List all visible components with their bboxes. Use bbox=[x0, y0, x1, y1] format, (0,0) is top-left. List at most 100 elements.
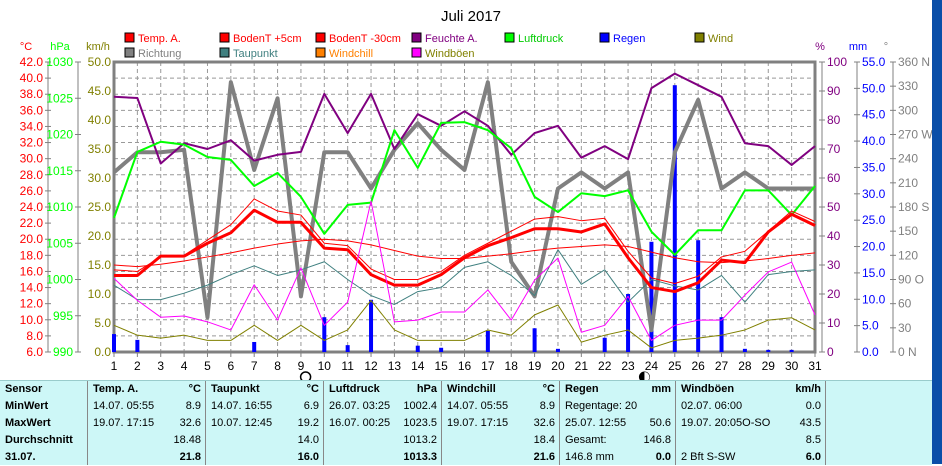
table-row: 18.4 bbox=[442, 432, 559, 449]
rain-tick-label: 30.0 bbox=[862, 187, 886, 201]
series-luftdruck bbox=[113, 121, 816, 256]
temp-tick-label: 38.0 bbox=[20, 87, 44, 101]
humidity-tick-label: 90 bbox=[827, 84, 841, 98]
column-unit: °C bbox=[188, 383, 201, 395]
pressure-tick-label: 1010 bbox=[46, 200, 73, 214]
rain-bar bbox=[485, 330, 490, 352]
pressure-tick-label: 1015 bbox=[46, 164, 73, 178]
table-row: 14.07. 16:55 6.9 bbox=[206, 398, 323, 415]
cell-value: 32.6 bbox=[533, 417, 555, 429]
column-title: Windböen bbox=[681, 383, 735, 395]
cell-label: MaxWert bbox=[5, 417, 51, 429]
table-row: 19.07. 20:05O-SO 43.5 bbox=[676, 415, 825, 432]
column-header: Taupunkt °C bbox=[206, 381, 323, 398]
column-unit: mm bbox=[651, 383, 671, 395]
column-unit: hPa bbox=[416, 383, 437, 395]
direction-axis-unit: ° bbox=[884, 41, 888, 53]
column-header: Luftdruck hPa bbox=[324, 381, 441, 398]
rain-bar bbox=[415, 345, 420, 352]
column-title: Luftdruck bbox=[329, 383, 380, 395]
rain-bar bbox=[532, 328, 537, 352]
wind-tick-label: 35.0 bbox=[88, 142, 112, 156]
table-row: 31.07. bbox=[0, 449, 87, 466]
x-tick-label: 19 bbox=[528, 359, 542, 373]
legend-swatch bbox=[219, 32, 230, 43]
table-row: MaxWert bbox=[0, 415, 87, 432]
x-tick-label: 7 bbox=[251, 359, 258, 373]
legend-swatch bbox=[219, 47, 230, 58]
cell-label: 19.07. 17:15 bbox=[93, 417, 155, 429]
rain-bar bbox=[742, 348, 747, 352]
cell-value: 8.9 bbox=[185, 400, 201, 412]
wind-tick-label: 25.0 bbox=[88, 200, 112, 214]
wind-tick-label: 10.0 bbox=[88, 287, 112, 301]
table-row: 1013.2 bbox=[324, 432, 441, 449]
cell-label: 14.07. 05:55 bbox=[447, 400, 509, 412]
table-column: Windböen km/h 02.07. 06:00 0.0 19.07. 20:05O… bbox=[676, 381, 826, 465]
legend-label: Regen bbox=[613, 33, 645, 45]
x-tick-label: 25 bbox=[668, 359, 682, 373]
series-temp-a- bbox=[114, 208, 816, 294]
column-header: Sensor bbox=[0, 381, 87, 398]
legend-label: Temp. A. bbox=[138, 33, 181, 45]
rain-bar bbox=[626, 294, 631, 352]
series-richtung bbox=[112, 80, 815, 333]
wind-tick-label: 50.0 bbox=[88, 55, 112, 69]
series-wind bbox=[113, 299, 816, 349]
window-edge bbox=[932, 0, 942, 464]
cell-value: 16.0 bbox=[297, 451, 319, 463]
table-column: Regen mm Regentage: 20 25.07. 12:55 50.6 Gesa… bbox=[560, 381, 676, 465]
wind-tick-label: 20.0 bbox=[88, 229, 112, 243]
x-tick-label: 11 bbox=[341, 359, 354, 373]
x-tick-label: 2 bbox=[134, 359, 141, 373]
rain-bar bbox=[135, 339, 140, 352]
humidity-tick-label: 70 bbox=[827, 142, 841, 156]
humidity-tick-label: 40 bbox=[827, 229, 841, 243]
x-tick-label: 3 bbox=[157, 359, 164, 373]
table-row: 1013.3 bbox=[324, 449, 441, 466]
direction-tick-label: 180 S bbox=[898, 200, 929, 214]
legend-label: Taupunkt bbox=[233, 48, 278, 60]
rain-bar bbox=[369, 299, 374, 352]
cell-label: 19.07. 20:05O-SO bbox=[681, 417, 771, 429]
column-title: Regen bbox=[565, 383, 599, 395]
cell-value: 0.0 bbox=[805, 400, 821, 412]
cell-label: 146.8 mm bbox=[565, 451, 614, 463]
cell-value: 18.48 bbox=[173, 434, 201, 446]
legend-swatch bbox=[124, 32, 135, 43]
table-row: 21.8 bbox=[88, 449, 205, 466]
humidity-tick-label: 80 bbox=[827, 113, 841, 127]
direction-tick-label: 210 bbox=[898, 176, 918, 190]
cell-value: 21.8 bbox=[179, 451, 201, 463]
full-moon-icon bbox=[299, 371, 312, 380]
table-row: Durchschnitt bbox=[0, 432, 87, 449]
x-tick-label: 27 bbox=[715, 359, 729, 373]
table-row: 2 Bft S-SW 6.0 bbox=[676, 449, 825, 466]
pressure-tick-label: 995 bbox=[53, 309, 73, 323]
table-row: 16.0 bbox=[206, 449, 323, 466]
cell-value: 6.0 bbox=[805, 451, 821, 463]
temp-tick-label: 14.0 bbox=[20, 281, 44, 295]
cell-label: 26.07. 03:25 bbox=[329, 400, 391, 412]
x-tick-label: 22 bbox=[598, 359, 612, 373]
direction-tick-label: 150 bbox=[898, 224, 918, 238]
cell-value: 1023.5 bbox=[403, 417, 437, 429]
x-tick-label: 10 bbox=[318, 359, 332, 373]
rain-bar bbox=[719, 317, 724, 352]
table-row: 25.07. 12:55 50.6 bbox=[560, 415, 675, 432]
column-title: Temp. A. bbox=[93, 383, 139, 395]
x-tick-label: 21 bbox=[575, 359, 589, 373]
rain-tick-label: 35.0 bbox=[862, 160, 886, 174]
cell-value: 0.0 bbox=[655, 451, 671, 463]
cell-label: 31.07. bbox=[5, 451, 36, 463]
temp-tick-label: 8.0 bbox=[26, 329, 43, 343]
direction-tick-label: 270 W bbox=[898, 128, 933, 142]
table-row: 16.07. 00:25 1023.5 bbox=[324, 415, 441, 432]
wind-tick-label: 15.0 bbox=[88, 258, 112, 272]
direction-tick-label: 0 N bbox=[898, 345, 917, 359]
cell-label: 25.07. 12:55 bbox=[565, 417, 627, 429]
pressure-tick-label: 1025 bbox=[46, 91, 73, 105]
x-tick-label: 8 bbox=[274, 359, 281, 373]
humidity-tick-label: 10 bbox=[827, 316, 841, 330]
column-header: Temp. A. °C bbox=[88, 381, 205, 398]
